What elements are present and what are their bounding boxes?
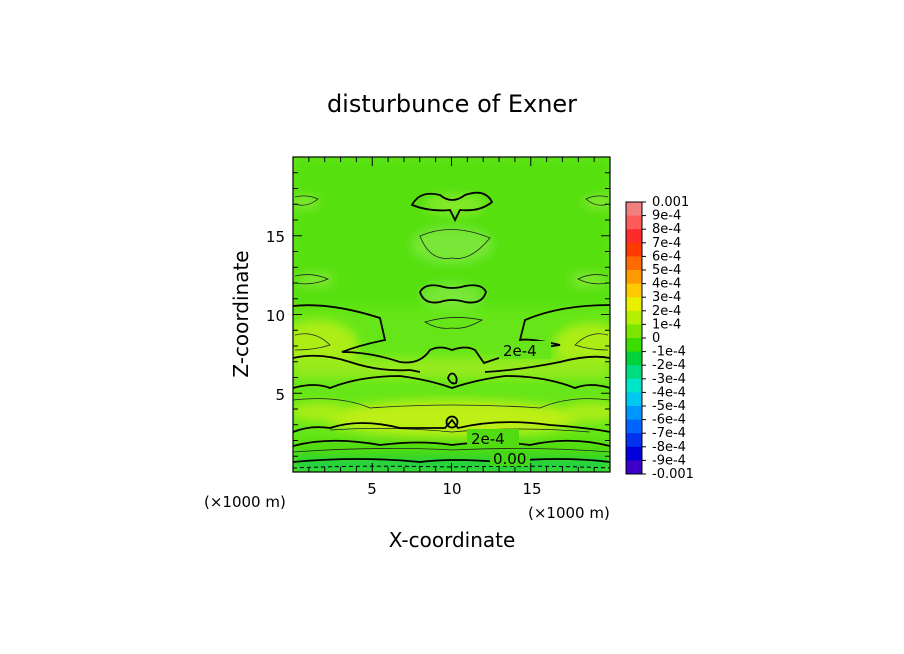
colorbar-label: -5e-4 xyxy=(652,399,686,414)
colorbar-swatch xyxy=(626,365,642,380)
contour-label-2: 2e-4 xyxy=(471,430,505,448)
x-unit-label: (×1000 m) xyxy=(528,504,610,522)
colorbar-label: 2e-4 xyxy=(652,304,681,319)
colorbar-label: 3e-4 xyxy=(652,290,681,305)
colorbar-swatch xyxy=(626,242,642,257)
colorbar-label: -6e-4 xyxy=(652,413,686,428)
colorbar-swatch xyxy=(626,297,642,312)
colorbar-label: 4e-4 xyxy=(652,277,681,292)
colorbar-label: 6e-4 xyxy=(652,249,681,264)
colorbar-swatch xyxy=(626,446,642,461)
colorbar-label: -7e-4 xyxy=(652,426,686,441)
colorbar-label: 5e-4 xyxy=(652,263,681,278)
colorbar-label: -3e-4 xyxy=(652,372,686,387)
y-tick-label: 15 xyxy=(266,228,285,246)
y-tick-label: 10 xyxy=(266,307,285,325)
colorbar-swatch xyxy=(626,351,642,366)
colorbar-label: -4e-4 xyxy=(652,385,686,400)
contour-label-1: 2e-4 xyxy=(503,342,537,360)
colorbar-swatch xyxy=(626,256,642,271)
x-tick-label: 10 xyxy=(442,480,461,498)
colorbar-swatch xyxy=(626,433,642,448)
x-tick-label: 5 xyxy=(367,480,377,498)
colorbar: 0.0019e-48e-47e-46e-45e-44e-43e-42e-41e-… xyxy=(625,195,694,482)
x-axis-label: X-coordinate xyxy=(389,528,516,552)
colorbar-swatch xyxy=(626,406,642,421)
colorbar-swatch xyxy=(626,270,642,285)
colorbar-label: 0 xyxy=(652,331,660,346)
colorbar-label: 9e-4 xyxy=(652,209,681,224)
colorbar-label: -9e-4 xyxy=(652,453,686,468)
colorbar-swatch xyxy=(626,229,642,244)
colorbar-label: -0.001 xyxy=(652,467,694,482)
colorbar-label: -2e-4 xyxy=(652,358,686,373)
y-unit-label: (×1000 m) xyxy=(204,493,286,511)
colorbar-swatch xyxy=(626,460,642,475)
colorbar-swatch xyxy=(626,202,642,217)
y-tick-label: 5 xyxy=(275,386,285,404)
colorbar-label: -8e-4 xyxy=(652,440,686,455)
colorbar-swatch xyxy=(626,392,642,407)
x-tick-label: 15 xyxy=(522,480,541,498)
chart-title: disturbunce of Exner xyxy=(327,90,577,118)
contour-label-3: 0.00 xyxy=(493,450,526,468)
plot-area xyxy=(293,157,610,472)
colorbar-label: 7e-4 xyxy=(652,236,681,251)
colorbar-swatch xyxy=(626,419,642,434)
y-axis-label: Z-coordinate xyxy=(229,250,253,377)
colorbar-label: 0.001 xyxy=(652,195,689,210)
colorbar-swatch xyxy=(626,378,642,393)
axis-ticks xyxy=(293,157,610,472)
colorbar-label: 8e-4 xyxy=(652,222,681,237)
colorbar-swatch xyxy=(626,310,642,325)
colorbar-swatch xyxy=(626,324,642,339)
colorbar-label: -1e-4 xyxy=(652,345,686,360)
colorbar-swatch xyxy=(626,283,642,298)
colorbar-swatch xyxy=(626,338,642,353)
colorbar-label: 1e-4 xyxy=(652,317,681,332)
colorbar-swatch xyxy=(626,215,642,230)
